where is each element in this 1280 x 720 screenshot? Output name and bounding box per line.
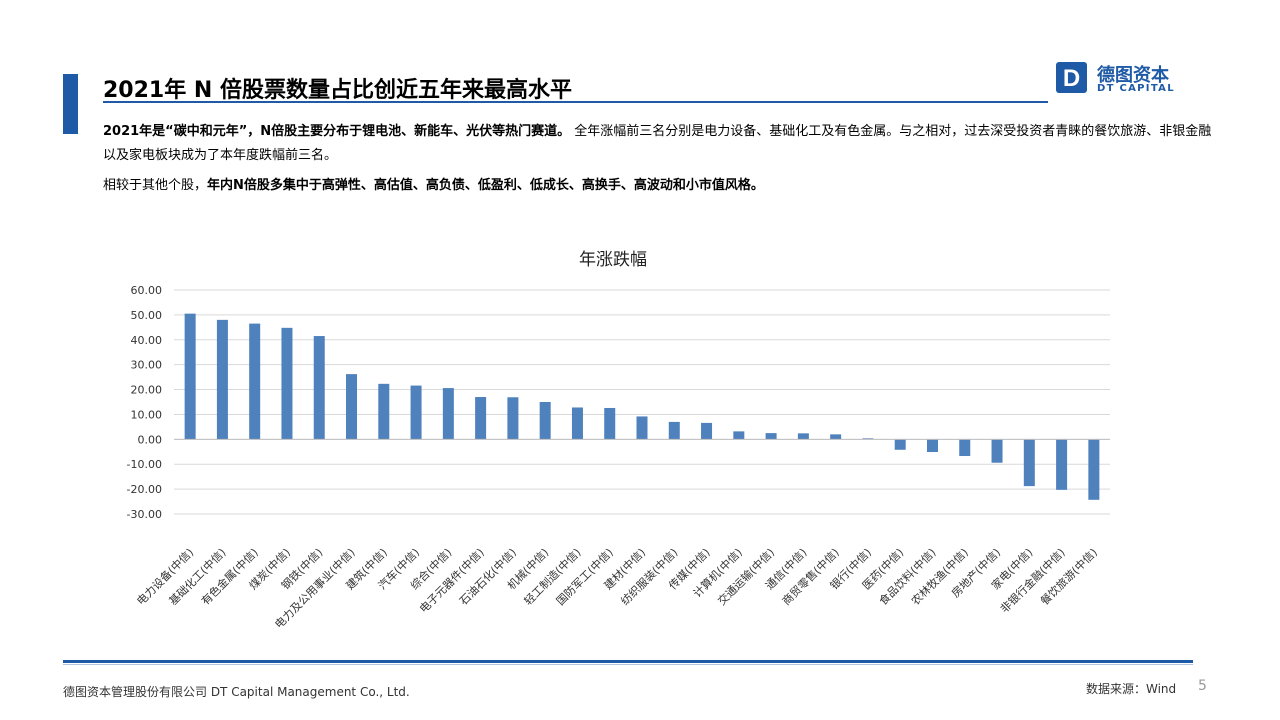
bar xyxy=(1088,439,1100,500)
x-tick-label: 纺织服装(中信) xyxy=(618,545,681,608)
bar xyxy=(701,422,713,440)
summary-2-bold: 年内N倍股多集中于高弹性、高估值、高负债、低盈利、低成长、高换手、高波动和小市值… xyxy=(207,178,764,193)
bar xyxy=(571,407,583,440)
bar xyxy=(216,319,228,440)
footer-divider xyxy=(63,660,1193,663)
bar xyxy=(1056,439,1068,490)
bar xyxy=(184,313,196,440)
bar xyxy=(765,433,777,440)
title-accent-bar xyxy=(63,74,78,134)
bar xyxy=(475,397,487,440)
bar xyxy=(797,433,809,440)
bar xyxy=(926,439,938,453)
footer-divider-thin xyxy=(63,664,1193,665)
bar xyxy=(346,374,358,440)
bar xyxy=(281,327,293,440)
x-tick-label: 国防军工(中信) xyxy=(553,545,616,608)
y-tick-label: -30.00 xyxy=(127,508,162,521)
bar xyxy=(442,388,454,440)
y-tick-label: -10.00 xyxy=(127,458,162,471)
x-tick-label: 有色金属(中信) xyxy=(198,545,261,608)
page-title: 2021年 N 倍股票数量占比创近五年来最高水平 xyxy=(103,78,572,103)
page-number: 5 xyxy=(1198,678,1207,694)
data-source: 数据来源：Wind xyxy=(1086,682,1177,696)
logo-mark-bg xyxy=(1056,62,1087,93)
logo-name-cn: 德图资本 xyxy=(1097,65,1169,86)
y-tick-label: 30.00 xyxy=(131,359,163,372)
bar xyxy=(539,402,551,440)
x-tick-label: 基础化工(中信) xyxy=(166,545,229,608)
bar xyxy=(313,336,325,440)
summary-1-rest: 全年涨幅前三名分别是电力设备、基础化工及有色金属。与之相对，过去深受投资者青睐的… xyxy=(103,124,1212,163)
logo-mark-letter: D xyxy=(1063,65,1080,92)
bar xyxy=(249,323,261,440)
bar xyxy=(894,439,906,450)
bar xyxy=(733,431,745,440)
dt-logo-icon: D xyxy=(1056,62,1087,93)
y-tick-label: -20.00 xyxy=(127,483,162,496)
x-tick-label: 电力设备(中信) xyxy=(134,545,197,608)
bar xyxy=(991,439,1003,463)
x-tick-label: 轻工制造(中信) xyxy=(521,545,584,608)
y-tick-label: 40.00 xyxy=(131,334,163,347)
x-tick-label: 餐饮旅游(中信) xyxy=(1037,545,1100,608)
bar xyxy=(668,421,680,440)
y-tick-label: 20.00 xyxy=(131,384,163,397)
title-divider xyxy=(103,101,1048,103)
bar xyxy=(410,385,422,440)
company-logo: D 德图资本 DT CAPITAL xyxy=(1056,61,1186,97)
x-tick-label: 石油石化(中信) xyxy=(456,545,519,608)
bar xyxy=(959,439,971,457)
bar xyxy=(1023,439,1035,487)
summary-paragraph-2: 相较于其他个股，年内N倍股多集中于高弹性、高估值、高负债、低盈利、低成长、高换手… xyxy=(103,174,1213,198)
footer-company: 德图资本管理股份有限公司 DT Capital Management Co., … xyxy=(63,685,410,699)
bar xyxy=(604,407,616,440)
x-tick-label: 食品饮料(中信) xyxy=(876,545,939,608)
bar xyxy=(636,416,648,440)
x-tick-label: 农林牧渔(中信) xyxy=(908,545,971,608)
bar xyxy=(830,434,842,440)
x-tick-label: 商贸零售(中信) xyxy=(779,545,842,608)
summary-paragraph-1: 2021年是“碳中和元年”，N倍股主要分布于锂电池、新能车、光伏等热门赛道。 全… xyxy=(103,120,1213,168)
bar xyxy=(378,383,390,440)
summary-1-bold: 2021年是“碳中和元年”，N倍股主要分布于锂电池、新能车、光伏等热门赛道。 xyxy=(103,124,571,139)
y-tick-label: 60.00 xyxy=(131,284,163,297)
summary-2-lead: 相较于其他个股， xyxy=(103,178,208,193)
y-tick-label: 50.00 xyxy=(131,309,163,322)
bar xyxy=(507,397,519,440)
x-tick-label: 交通运输(中信) xyxy=(715,545,778,608)
y-tick-label: 0.00 xyxy=(138,433,163,446)
logo-name-en: DT CAPITAL xyxy=(1097,83,1175,94)
y-tick-label: 10.00 xyxy=(131,408,163,421)
chart-title: 年涨跌幅 xyxy=(579,250,647,270)
